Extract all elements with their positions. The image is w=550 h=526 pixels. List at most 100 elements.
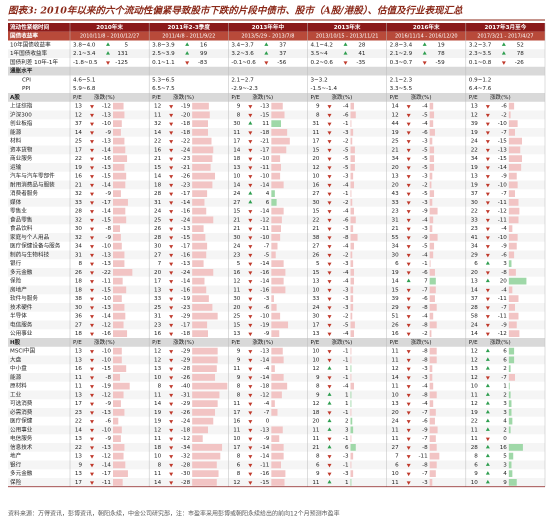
trend-arrow [406, 236, 411, 240]
inflation-range: 2.1~2.7 [231, 77, 254, 83]
change-value: -6 [264, 305, 270, 311]
trend-arrow [169, 411, 174, 415]
change-bar [508, 190, 515, 197]
change-value: -16 [260, 270, 270, 276]
change-value: 2 [503, 392, 507, 398]
pe-value: 15 [233, 209, 241, 215]
trend-arrow [327, 148, 332, 153]
trend-arrow [90, 192, 94, 197]
change-bar [429, 225, 433, 232]
change-bar [271, 382, 288, 390]
pe-value: 14 [75, 427, 83, 433]
trend-arrow [485, 453, 490, 458]
pe-value: 8 [158, 384, 162, 390]
pe-value: 12 [233, 480, 240, 486]
change-value: -9 [105, 436, 111, 442]
trend-arrow [485, 148, 490, 153]
pe-value: 13 [471, 279, 479, 285]
change-bar [113, 470, 128, 477]
pe-value: 20 [312, 419, 320, 425]
trend-arrow [248, 191, 253, 195]
change-bar [192, 181, 213, 189]
pe-value: 24 [471, 322, 479, 328]
change-bar [508, 330, 520, 337]
change-bar [350, 365, 352, 372]
pe-value: 18 [233, 156, 241, 162]
column-label: 涨跌(%) [490, 338, 511, 346]
pe-value: 33 [471, 217, 479, 223]
yield-change: 19 [438, 42, 446, 48]
trend-arrow [90, 131, 94, 135]
row-label: 商业服务 [10, 154, 33, 162]
yield-range: -1.8~0.5 [73, 60, 98, 66]
pe-value: 38 [75, 296, 83, 302]
pe-value: 30 [312, 200, 320, 206]
trend-arrow [90, 253, 94, 258]
change-value: 20 [500, 279, 508, 285]
pe-value: 10 [312, 349, 320, 355]
change-bar [429, 102, 434, 110]
change-value: -3 [422, 174, 428, 180]
change-value: 1 [345, 392, 349, 398]
change-value: 11 [262, 121, 270, 127]
row-label: CPI [22, 77, 31, 83]
change-bar [271, 216, 282, 224]
trend-arrow [90, 481, 94, 485]
change-value: -18 [181, 427, 191, 433]
pe-value: 13 [75, 104, 83, 110]
pe-value: 12 [312, 366, 319, 372]
trend-arrow [406, 393, 411, 398]
change-bar [429, 269, 435, 276]
change-bar [429, 242, 435, 250]
inflation-range: 3~3.2 [311, 77, 328, 83]
change-value: -14 [102, 314, 112, 320]
pe-value: 10 [392, 392, 400, 398]
pe-value: 26 [75, 270, 83, 276]
yield-change: -59 [436, 60, 446, 66]
trend-arrow [90, 367, 94, 372]
change-value: -7 [501, 375, 507, 381]
pe-value: 13 [154, 287, 162, 293]
change-value: -1 [343, 462, 349, 468]
change-bar [113, 479, 123, 486]
pe-value: 38 [312, 235, 320, 241]
trend-arrow [327, 444, 332, 449]
change-bar [271, 321, 289, 329]
change-value: 9 [503, 480, 507, 486]
change-bar [113, 216, 127, 224]
change-value: -11 [260, 226, 270, 232]
change-bar [429, 260, 431, 267]
trend-arrow [169, 157, 174, 162]
change-bar [192, 461, 217, 469]
pe-value: 14 [154, 130, 162, 136]
trend-arrow [90, 113, 94, 118]
change-value: -3 [343, 226, 349, 232]
change-bar [192, 330, 208, 337]
change-value: -10 [102, 349, 112, 355]
pe-value: 31 [312, 121, 320, 127]
trend-arrow [327, 358, 332, 363]
trend-arrow [169, 393, 174, 398]
pe-value: 37 [471, 191, 479, 197]
change-value: -15 [102, 217, 112, 223]
change-value: -10 [260, 314, 270, 320]
trend-arrow [327, 236, 332, 240]
change-value: 0 [503, 436, 507, 442]
change-value: -8 [422, 445, 428, 451]
change-value: -14 [260, 375, 270, 381]
trend-arrow [248, 376, 253, 380]
pe-value: 9 [237, 357, 241, 363]
change-bar [192, 417, 214, 425]
trend-arrow [248, 105, 253, 109]
row-band [8, 250, 545, 260]
yield-change: -26 [515, 60, 525, 66]
pe-value: 22 [471, 209, 478, 215]
change-value: -24 [181, 217, 191, 223]
change-value: -9 [501, 322, 507, 328]
change-value: -5 [343, 322, 349, 328]
change-bar [350, 234, 358, 241]
change-bar [192, 347, 218, 355]
pe-value: 27 [75, 322, 83, 328]
trend-arrow [169, 463, 174, 468]
change-value: -4 [422, 384, 428, 390]
